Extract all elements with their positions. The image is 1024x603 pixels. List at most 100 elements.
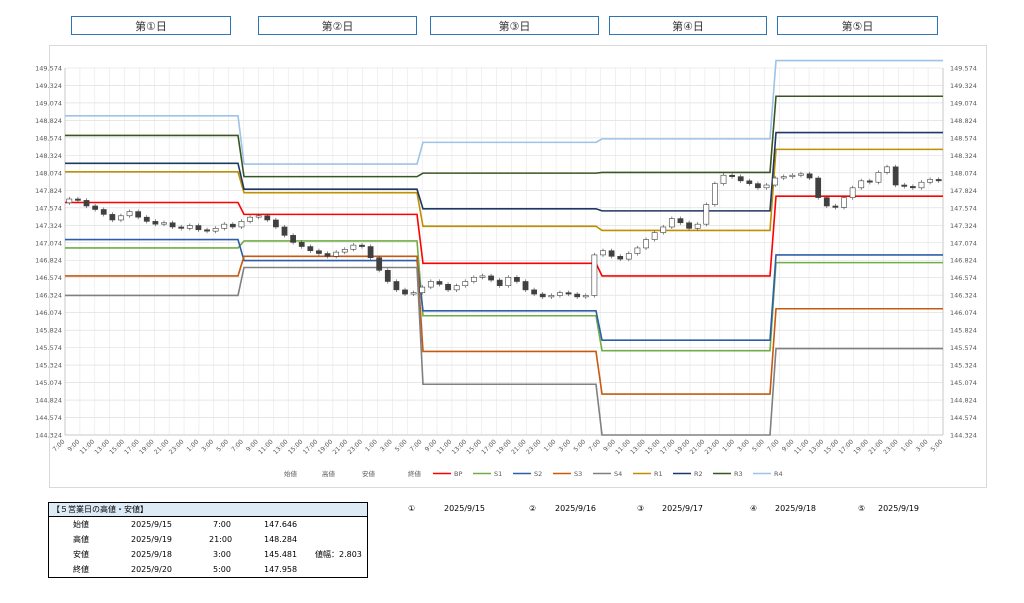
pivot-line-r1 [65, 148, 943, 232]
summary-row: 終値 2025/9/20 5:00 147.958 [49, 562, 367, 577]
pivot-line-r2 [65, 131, 943, 212]
candle-body [264, 215, 271, 221]
x-tick-label: 7:00 [409, 438, 424, 453]
candle-body [92, 205, 99, 210]
x-tick-label: 15:00 [823, 438, 841, 456]
x-tick-label: 21:00 [153, 438, 171, 456]
x-tick-label: 13:00 [93, 438, 111, 456]
summary-label: 高値 [73, 535, 89, 544]
summary-label: 終値 [73, 565, 89, 574]
candle-body [161, 222, 167, 225]
candle-body [273, 219, 279, 228]
y-tick-label-right: 147.824 [950, 187, 977, 195]
y-tick-label-right: 146.574 [950, 274, 977, 282]
x-tick-label: 23:00 [882, 438, 900, 456]
x-tick-label: 11:00 [257, 438, 275, 456]
summary-table: 【５営業日の高値・安値】 始値 2025/9/15 7:00 147.646 高… [48, 502, 368, 578]
candle-body [247, 216, 253, 222]
candle-body [453, 285, 460, 291]
candle-body [737, 176, 744, 182]
x-tick-label: 21:00 [510, 438, 528, 456]
x-tick-label: 1:00 [900, 438, 915, 453]
day-label-4: 第④日 [609, 16, 767, 35]
candle-body [333, 251, 340, 257]
x-tick-label: 5:00 [751, 438, 766, 453]
x-tick-label: 1:00 [543, 438, 558, 453]
day-ref-date: 2025/9/15 [444, 504, 486, 513]
summary-label: 始値 [73, 520, 89, 529]
candle-body [410, 292, 417, 295]
y-tick-label-left: 148.574 [35, 134, 62, 142]
candle-body [505, 276, 512, 286]
candle-body [582, 295, 589, 298]
x-tick-label: 7:00 [230, 438, 245, 453]
candle-body [763, 184, 770, 189]
candle-body [350, 244, 357, 250]
candle-body [496, 279, 503, 286]
summary-value: 148.284 [264, 535, 298, 544]
y-tick-label-left: 147.574 [35, 204, 62, 212]
x-tick-label: 3:00 [379, 438, 394, 453]
candle-body [625, 253, 632, 260]
x-tick-label: 17:00 [480, 438, 498, 456]
legend-label-r2: R2 [694, 470, 703, 478]
summary-time: 7:00 [213, 520, 231, 529]
candle-body [436, 281, 443, 285]
y-tick-label-right: 144.574 [950, 414, 977, 422]
x-tick-label: 13:00 [808, 438, 826, 456]
candle-body [660, 226, 667, 233]
summary-date: 2025/9/19 [131, 535, 173, 544]
pivot-line-s2 [65, 238, 943, 342]
y-tick-label-left: 145.824 [35, 327, 62, 335]
candle-body [841, 197, 847, 208]
candle-body [229, 223, 236, 228]
pivot-line-s4 [65, 266, 943, 436]
day-ref-date: 2025/9/18 [775, 504, 817, 513]
legend-label-ohlc: 始値 [284, 469, 298, 478]
candle-body [212, 228, 219, 232]
x-tick-label: 19:00 [852, 438, 870, 456]
x-tick-label: 1:00 [364, 438, 379, 453]
candle-body [290, 235, 296, 243]
candle-body [823, 197, 830, 207]
x-tick-label: 19:00 [317, 438, 335, 456]
summary-row: 始値 2025/9/15 7:00 147.646 [49, 517, 367, 532]
x-tick-label: 1:00 [721, 438, 736, 453]
x-tick-label: 15:00 [644, 438, 662, 456]
day-ref-mark: ③ [637, 504, 645, 513]
x-tick-label: 19:00 [138, 438, 156, 456]
pivot-line-r3 [65, 95, 943, 178]
candle-body [427, 281, 434, 288]
x-tick-label: 5:00 [394, 438, 409, 453]
candle-body [143, 216, 150, 222]
candle-body [522, 281, 529, 291]
x-tick-label: 3:00 [200, 438, 215, 453]
candle-body [169, 222, 176, 228]
summary-time: 21:00 [209, 535, 233, 544]
y-tick-label-left: 144.824 [35, 397, 62, 405]
candle-body [470, 276, 477, 282]
x-tick-label: 11:00 [79, 438, 97, 456]
y-tick-label-right: 147.324 [950, 222, 977, 230]
x-tick-label: 13:00 [451, 438, 469, 456]
x-tick-label: 13:00 [272, 438, 290, 456]
y-tick-label-left: 145.074 [35, 379, 62, 387]
y-tick-label-right: 148.574 [950, 134, 977, 142]
candle-body [574, 293, 581, 298]
candle-body [479, 275, 486, 278]
y-tick-label-left: 149.074 [35, 99, 62, 107]
day-ref-date: 2025/9/19 [878, 504, 920, 513]
summary-date: 2025/9/20 [131, 565, 173, 574]
y-tick-label-right: 145.324 [950, 362, 977, 370]
pivot-line-s3 [65, 255, 943, 395]
day-ref-mark: ② [529, 504, 537, 513]
candle-body [746, 180, 753, 184]
summary-value: 145.481 [264, 550, 298, 559]
x-tick-label: 15:00 [466, 438, 484, 456]
y-tick-label-left: 147.074 [35, 239, 62, 247]
candle-body [694, 223, 701, 229]
chart-area [49, 45, 987, 488]
candle-body [384, 270, 391, 282]
y-tick-label-left: 148.324 [35, 152, 62, 160]
candle-body [126, 211, 133, 217]
